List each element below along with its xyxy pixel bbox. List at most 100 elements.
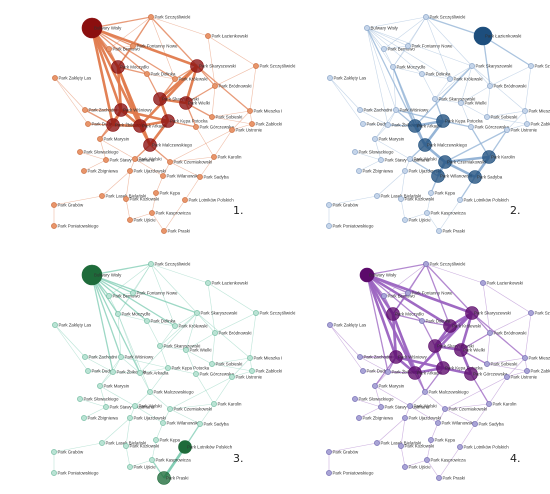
- network-edge: [169, 408, 201, 425]
- network-node: [160, 173, 166, 179]
- node-label: Park Wielki: [190, 348, 212, 353]
- network-node: [212, 83, 218, 89]
- network-edge: [213, 376, 233, 405]
- network-node: [402, 217, 408, 223]
- node-label: Park Żbikowski: [115, 123, 145, 128]
- network-node: [167, 406, 173, 412]
- network-node: [389, 350, 403, 364]
- network-node: [374, 440, 380, 446]
- network-node: [147, 389, 153, 395]
- network-node: [115, 311, 121, 317]
- network-edge: [426, 459, 440, 479]
- node-label: Park Skaryszewski: [201, 311, 238, 316]
- network-edge: [374, 385, 411, 407]
- network-edge: [195, 126, 215, 158]
- node-label: Park Wiśniowy: [398, 355, 428, 360]
- network-node: [209, 361, 215, 367]
- network-node: [468, 124, 474, 130]
- network-node: [247, 108, 253, 114]
- network-edge: [421, 73, 436, 100]
- node-label: Park Marysin: [379, 384, 405, 389]
- network-node: [372, 136, 378, 142]
- node-label: Park Kępa: [435, 438, 456, 443]
- node-label: Park Wielki: [465, 101, 487, 106]
- node-label: Park Sadyba: [204, 422, 230, 427]
- panel-number: 4.: [510, 452, 521, 465]
- network-edge: [366, 27, 389, 126]
- network-node: [247, 355, 253, 361]
- network-edge: [169, 376, 233, 410]
- network-node: [82, 107, 88, 113]
- node-label: Park Bemowo: [113, 47, 141, 52]
- node-label: Bulwary Wisły: [94, 273, 122, 278]
- network-edge: [151, 439, 157, 461]
- node-label: Park Łazienkowski: [485, 34, 521, 39]
- node-label: Park Górczewska: [475, 125, 510, 130]
- network-edge: [471, 65, 526, 112]
- network-node: [473, 26, 493, 46]
- network-node: [161, 114, 175, 128]
- network-node: [504, 127, 510, 133]
- network-edge: [471, 65, 491, 87]
- network-edge: [167, 367, 197, 375]
- node-label: Park Zbigniewa: [88, 169, 119, 174]
- network-node: [81, 264, 103, 286]
- network-node: [249, 368, 255, 374]
- node-label: Park Stawy Brustmana: [110, 405, 155, 410]
- network-node: [157, 343, 163, 349]
- node-label: Park Kasprowicza: [431, 211, 467, 216]
- network-edge: [506, 357, 526, 378]
- network-edge: [146, 320, 161, 347]
- network-node: [432, 96, 438, 102]
- network-node: [106, 293, 112, 299]
- network-edge: [524, 312, 532, 359]
- network-node: [436, 228, 442, 234]
- network-edge: [79, 151, 107, 161]
- network-edge: [425, 263, 484, 284]
- network-edge: [163, 199, 186, 232]
- network-node: [398, 443, 404, 449]
- network-node: [110, 369, 116, 375]
- network-edge: [374, 138, 382, 161]
- network-node: [137, 370, 143, 376]
- node-label: Park Kozłowski: [405, 197, 435, 202]
- network-edge: [391, 313, 398, 358]
- node-label: Park Szczęśliwicki: [535, 64, 550, 69]
- network-edge: [486, 357, 526, 365]
- network-edge: [425, 16, 451, 80]
- network-edge: [354, 398, 382, 408]
- network-edge: [231, 357, 251, 378]
- network-node: [423, 14, 429, 20]
- network-node: [149, 210, 155, 216]
- node-label: Park Praski: [166, 476, 188, 481]
- network-edge: [383, 16, 427, 50]
- node-label: Park Szczęśliwicki: [155, 15, 191, 20]
- node-label: Park Ujście: [134, 465, 157, 470]
- node-label: Park Sobieski: [491, 362, 518, 367]
- network-node: [378, 404, 384, 410]
- node-label: Park Słowackiego: [359, 397, 394, 402]
- node-label: Park Szczęśliwicki: [260, 311, 296, 316]
- node-label: Park Zabłocki: [256, 369, 283, 374]
- network-node: [130, 43, 136, 49]
- network-node: [249, 121, 255, 127]
- node-label: Park Zachodni: [364, 108, 392, 113]
- node-label: Park Stawy Brustmana: [385, 405, 430, 410]
- network-edge: [438, 199, 461, 232]
- network-node: [408, 119, 422, 133]
- network-edge: [449, 65, 473, 80]
- node-label: Park Sadyba: [204, 175, 230, 180]
- network-node: [528, 310, 534, 316]
- node-label: Park Sobieski: [216, 362, 243, 367]
- network-edge: [120, 356, 169, 369]
- network-edge: [524, 65, 532, 112]
- node-label: Park Dudy: [367, 369, 388, 374]
- network-edge: [392, 313, 426, 393]
- network-edge: [482, 282, 491, 334]
- network-edge: [409, 405, 439, 424]
- network-node: [209, 114, 215, 120]
- network-edge: [506, 370, 528, 378]
- network-edge: [169, 129, 233, 163]
- node-label: Park Zachodni: [89, 108, 117, 113]
- network-edge: [489, 312, 532, 334]
